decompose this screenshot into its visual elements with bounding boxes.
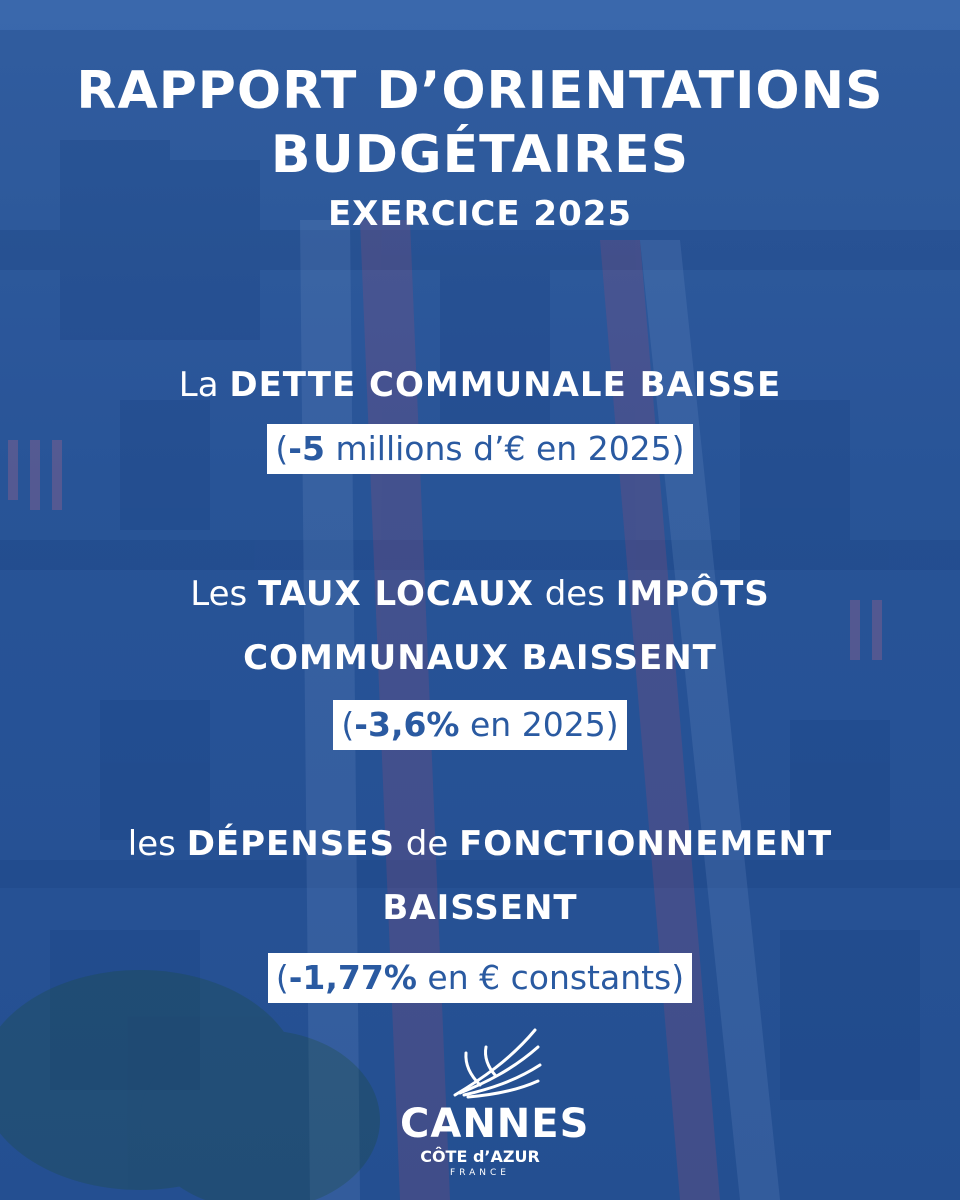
tax-taxes-label: IMPÔTS xyxy=(615,574,770,614)
tax-detail-prefix: ( xyxy=(341,705,355,744)
debt-intro: La xyxy=(178,365,230,405)
title-line-2: BUDGÉTAIRES xyxy=(270,125,690,185)
tax-statement-line-1: Les TAUX LOCAUX des IMPÔTS xyxy=(0,568,960,620)
logo-city-name: CANNES xyxy=(400,1101,590,1147)
tax-detail-value: -3,6% xyxy=(354,705,460,744)
cannes-logo: CANNES CÔTE d’AZUR FRANCE xyxy=(400,1025,590,1195)
debt-detail-rest: millions d’€ en 2025) xyxy=(324,429,685,468)
tax-detail-rest: en 2025) xyxy=(459,705,619,744)
spending-detail-rest: en € constants) xyxy=(416,958,685,997)
tax-headline-end: COMMUNAUX BAISSENT xyxy=(243,638,717,678)
spending-statement-line-1: les DÉPENSES de FONCTIONNEMENT xyxy=(0,818,960,870)
tax-detail-wrap: (-3,6% en 2025) xyxy=(0,700,960,750)
subtitle-exercise: EXERCICE 2025 xyxy=(327,194,633,234)
title-line-1: RAPPORT D’ORIENTATIONS xyxy=(76,61,884,121)
debt-detail-value: -5 xyxy=(288,429,325,468)
spending-connector: de xyxy=(394,824,460,864)
spending-detail-value: -1,77% xyxy=(288,958,417,997)
spending-detail-wrap: (-1,77% en € constants) xyxy=(0,953,960,1003)
tax-detail-box: (-3,6% en 2025) xyxy=(333,700,627,750)
tax-intro: Les xyxy=(190,574,259,614)
tax-rates-label: TAUX LOCAUX xyxy=(258,574,534,614)
spending-operating-label: FONCTIONNEMENT xyxy=(459,824,833,864)
logo-country: FRANCE xyxy=(450,1168,510,1178)
logo-region: CÔTE d’AZUR xyxy=(420,1147,540,1166)
spending-intro: les xyxy=(127,824,187,864)
palm-wing-icon xyxy=(453,1028,542,1099)
tax-statement-line-2: COMMUNAUX BAISSENT xyxy=(0,632,960,684)
debt-detail-wrap: (-5 millions d’€ en 2025) xyxy=(0,424,960,474)
debt-detail-prefix: ( xyxy=(275,429,289,468)
debt-headline: DETTE COMMUNALE BAISSE xyxy=(229,365,782,405)
debt-statement: La DETTE COMMUNALE BAISSE xyxy=(0,359,960,411)
spending-detail-prefix: ( xyxy=(275,958,289,997)
spending-label: DÉPENSES xyxy=(186,824,395,864)
debt-detail-box: (-5 millions d’€ en 2025) xyxy=(267,424,693,474)
tax-connector: des xyxy=(533,574,616,614)
spending-headline-end: BAISSENT xyxy=(382,888,578,928)
spending-statement-line-2: BAISSENT xyxy=(0,882,960,934)
spending-detail-box: (-1,77% en € constants) xyxy=(267,953,693,1003)
